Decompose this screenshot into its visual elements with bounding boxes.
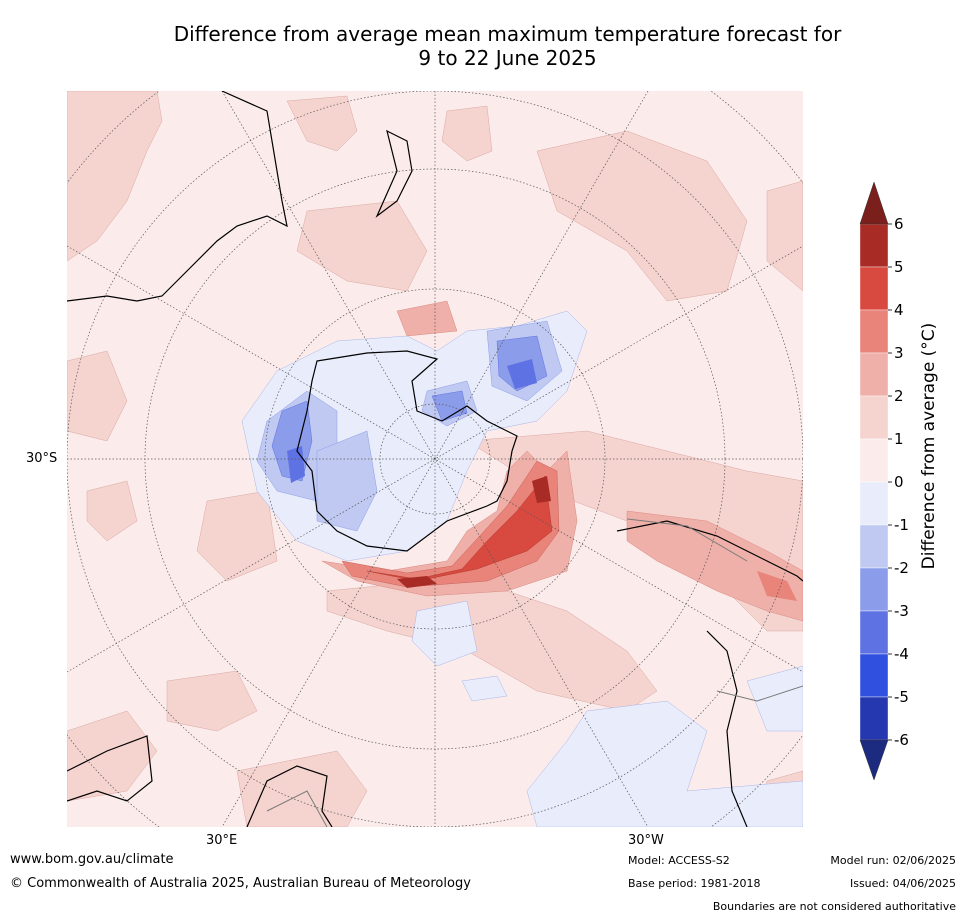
colorbar-cell (859, 481, 889, 526)
colorbar-cell (859, 653, 889, 698)
colorbar-top-arrow (859, 181, 889, 225)
colorbar-cell (859, 223, 889, 268)
colorbar-cell (859, 309, 889, 354)
colorbar-cell (859, 610, 889, 655)
colorbar-tick-label: 2 (894, 387, 904, 405)
footer-website: www.bom.gov.au/climate (10, 852, 174, 867)
colorbar-tick-label: 1 (894, 430, 904, 448)
colorbar-bottom-arrow (859, 739, 889, 781)
colorbar-ticks: 6 5 4 3 2 1 0 -1 -2 -3 -4 -5 -6 (888, 215, 909, 749)
colorbar-tick-label: -4 (894, 645, 909, 663)
negative-anomaly-areas (241, 310, 803, 827)
colorbar-cell (859, 524, 889, 569)
footer-base-period: Base period: 1981-2018 (628, 877, 761, 890)
footer-issued: Issued: 04/06/2025 (849, 877, 956, 890)
map-title: Difference from average mean maximum tem… (60, 22, 955, 70)
title-line-2: 9 to 22 June 2025 (418, 46, 597, 70)
colorbar-tick-label: -1 (894, 516, 909, 534)
title-line-1: Difference from average mean maximum tem… (173, 22, 842, 46)
colorbar-tick-label: 3 (894, 344, 904, 362)
colorbar-tick-label: 4 (894, 301, 904, 319)
colorbar-tick-label: -6 (894, 731, 909, 749)
lon-label-30e: 30°E (206, 833, 238, 848)
lat-label-30s: 30°S (26, 451, 58, 466)
colorbar-cell (859, 266, 889, 311)
colorbar-cell (859, 438, 889, 483)
colorbar-tick-label: 0 (894, 473, 904, 491)
colorbar-tick-label: 6 (894, 215, 904, 233)
country-borders (266, 518, 803, 827)
footer-model-run: Model run: 02/06/2025 (830, 854, 956, 867)
colorbar-cell (859, 696, 889, 741)
footer-copyright: © Commonwealth of Australia 2025, Austra… (10, 876, 471, 891)
colorbar-cells (859, 223, 889, 741)
colorbar-tick-label: -5 (894, 688, 909, 706)
colorbar-label: Difference from average (°C) (919, 323, 939, 570)
anomaly-map (67, 91, 803, 827)
colorbar-cell (859, 567, 889, 612)
colorbar-tick-label: 5 (894, 258, 904, 276)
footer-disclaimer: Boundaries are not considered authoritat… (712, 900, 956, 913)
colorbar-cell (859, 395, 889, 440)
footer-model: Model: ACCESS-S2 (628, 854, 730, 867)
colorbar-tick-label: -2 (894, 559, 909, 577)
lon-label-30w: 30°W (628, 833, 664, 848)
graticule (67, 91, 803, 827)
colorbar-cell (859, 352, 889, 397)
colorbar: 6 5 4 3 2 1 0 -1 -2 -3 -4 -5 -6 Difference from aver… (859, 181, 939, 781)
positive-anomaly-areas (321, 300, 803, 622)
colorbar-tick-label: -3 (894, 602, 909, 620)
